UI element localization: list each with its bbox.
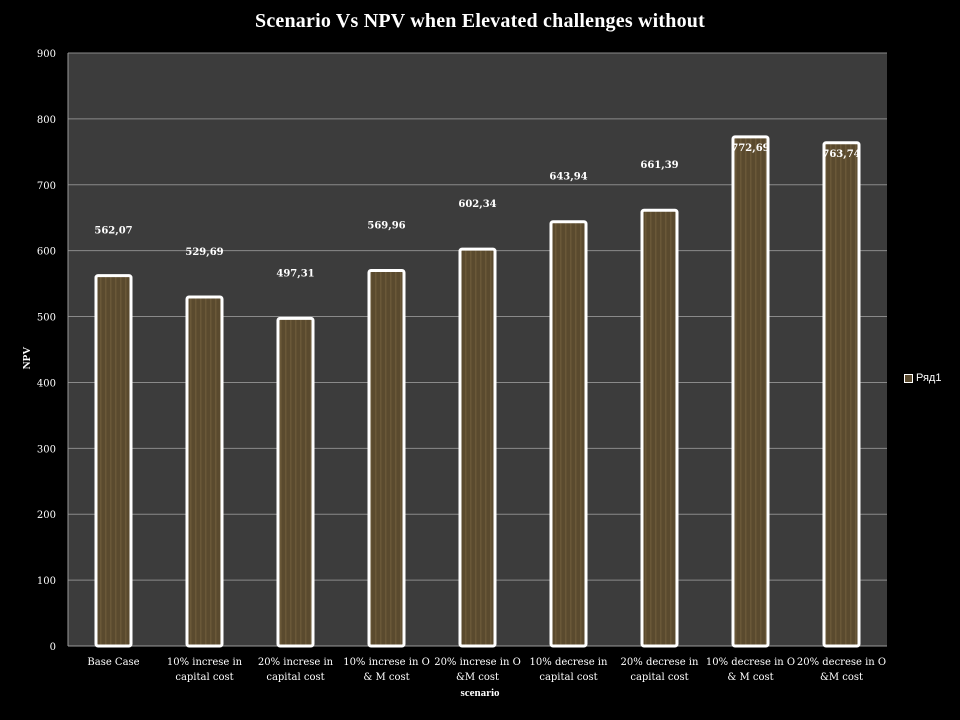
data-label: 602,34: [458, 199, 496, 210]
data-label: 763,74: [822, 149, 860, 160]
bar: [731, 135, 770, 648]
data-label: 497,31: [276, 268, 314, 279]
legend-label: Ряд1: [916, 372, 942, 384]
y-tick-label: 400: [37, 378, 56, 389]
bar: [640, 208, 679, 648]
x-tick-label: 10% increse in O & M cost: [343, 657, 430, 683]
x-tick-label: 10% decrese in O & M cost: [706, 657, 795, 683]
x-tick-label: 20% decrese in capital cost: [621, 657, 699, 683]
y-tick-label: 200: [37, 510, 56, 521]
data-label: 529,69: [185, 247, 223, 258]
x-axis-label: scenario: [0, 687, 960, 699]
data-label: 661,39: [640, 160, 678, 171]
y-tick-label: 100: [37, 576, 56, 587]
x-tick-label: 10% decrese in capital cost: [530, 657, 608, 683]
data-label: 569,96: [367, 220, 405, 231]
bar: [276, 316, 315, 648]
x-tick-label: 10% increse in capital cost: [167, 657, 243, 683]
y-tick-label: 700: [37, 181, 56, 192]
y-tick-label: 0: [50, 642, 56, 653]
bar: [185, 295, 224, 648]
legend-swatch: [904, 373, 913, 383]
bar: [94, 274, 133, 648]
x-tick-label: 20% increse in capital cost: [258, 657, 334, 683]
x-tick-label: Base Case: [87, 657, 139, 668]
y-tick-label: 600: [37, 247, 56, 258]
bar: [367, 268, 406, 648]
x-tick-label: 20% decrese in O &M cost: [797, 657, 886, 683]
y-tick-label: 300: [37, 444, 56, 455]
y-tick-label: 500: [37, 313, 56, 324]
data-label: 562,07: [94, 226, 132, 237]
legend: Ряд1: [904, 372, 941, 384]
data-label: 772,69: [731, 143, 769, 154]
bar: [549, 220, 588, 648]
x-tick-label: 20% increse in O &M cost: [434, 657, 521, 683]
y-tick-label: 900: [37, 49, 56, 60]
data-label: 643,94: [549, 172, 587, 183]
bar: [822, 141, 861, 648]
y-tick-label: 800: [37, 115, 56, 126]
x-axis-label-text: scenario: [460, 687, 500, 699]
chart-title: Scenario Vs NPV when Elevated challenges…: [255, 10, 705, 32]
bar: [458, 247, 497, 648]
